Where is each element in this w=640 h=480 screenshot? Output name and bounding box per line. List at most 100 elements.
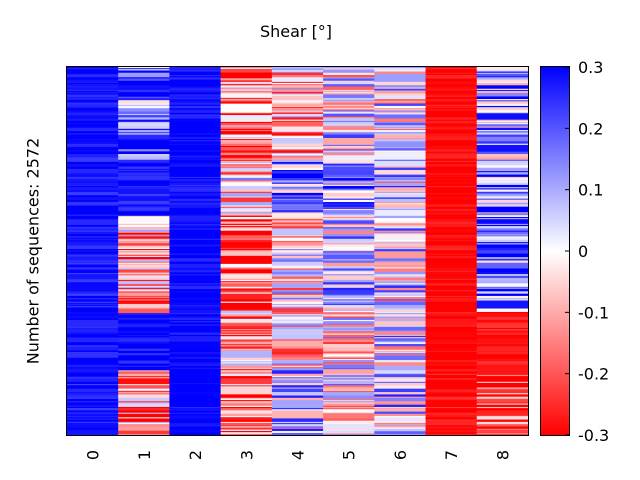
heatmap-cell (169, 112, 222, 115)
colorbar-ticks: 0.30.20.10-0.1-0.2-0.3 (565, 58, 609, 445)
heatmap-cell (220, 289, 273, 291)
heatmap-cell (323, 141, 375, 143)
heatmap-cell (476, 360, 529, 362)
heatmap-cell (425, 295, 478, 298)
heatmap-cell (425, 214, 478, 217)
heatmap-cell (476, 102, 529, 105)
heatmap-cell (323, 387, 375, 390)
heatmap-cell (425, 85, 478, 87)
heatmap-cell (67, 207, 119, 210)
heatmap-cell (374, 89, 427, 92)
heatmap-cell (220, 194, 273, 196)
heatmap-cell (425, 145, 478, 148)
heatmap-cell (169, 389, 222, 392)
heatmap-cell (476, 356, 529, 359)
heatmap-cell (374, 179, 427, 181)
heatmap-cell (476, 258, 529, 260)
heatmap-cell (169, 182, 222, 185)
heatmap-cell (220, 425, 273, 427)
heatmap-cell (271, 357, 324, 360)
heatmap-cell (374, 377, 427, 379)
heatmap-cell (220, 170, 273, 172)
heatmap-cell (476, 229, 529, 232)
heatmap-cell (169, 153, 222, 156)
heatmap-cell (476, 295, 529, 298)
heatmap-cell (271, 291, 324, 293)
heatmap-cell (374, 236, 427, 238)
heatmap-cell (374, 163, 427, 165)
heatmap-cell (220, 167, 273, 170)
heatmap-cell (374, 200, 427, 203)
heatmap-cell (118, 398, 171, 401)
heatmap-cell (169, 418, 222, 420)
heatmap-cell (323, 297, 375, 299)
heatmap-cell (169, 139, 222, 141)
heatmap-cell (169, 299, 222, 301)
heatmap-cell (118, 395, 171, 398)
heatmap-cell (220, 335, 273, 338)
heatmap-cell (425, 239, 478, 242)
heatmap-cell (323, 249, 375, 251)
heatmap-cell (374, 362, 427, 364)
heatmap-cell (67, 293, 119, 296)
heatmap-cell (169, 206, 222, 209)
heatmap-cell (425, 354, 478, 356)
heatmap-cell (476, 113, 529, 116)
heatmap-cell (271, 365, 324, 368)
heatmap-cell (374, 81, 427, 84)
heatmap-cell (271, 104, 324, 107)
heatmap-cell (476, 197, 529, 200)
heatmap-cell (118, 293, 171, 296)
heatmap-cell (169, 325, 222, 328)
heatmap-cell (67, 384, 119, 386)
heatmap-cell (476, 132, 529, 134)
heatmap-cell (220, 230, 273, 233)
heatmap-cell (425, 326, 478, 329)
heatmap-cell (220, 197, 273, 200)
heatmap-cell (220, 338, 273, 340)
heatmap-cell (67, 73, 119, 76)
heatmap-cell (374, 265, 427, 267)
heatmap-cell (374, 235, 427, 237)
heatmap-cell (67, 139, 119, 141)
heatmap-cell (118, 283, 171, 285)
heatmap-cell (425, 191, 478, 194)
heatmap-cell (374, 331, 427, 333)
heatmap-cell (220, 362, 273, 364)
heatmap-cell (67, 421, 119, 424)
heatmap-cell (67, 83, 119, 85)
heatmap-cell (118, 255, 171, 258)
heatmap-cell (271, 136, 324, 139)
heatmap-cell (67, 319, 119, 322)
heatmap-cell (220, 136, 273, 139)
heatmap-cell (374, 91, 427, 93)
heatmap-cell (374, 430, 427, 433)
heatmap-cell (271, 171, 324, 173)
heatmap-cell (118, 68, 171, 70)
heatmap-cell (323, 156, 375, 158)
heatmap-cell (220, 187, 273, 189)
heatmap-cell (271, 370, 324, 372)
heatmap-cell (169, 192, 222, 195)
heatmap-cell (476, 218, 529, 220)
heatmap-cell (220, 321, 273, 323)
heatmap-cell (374, 160, 427, 163)
heatmap-cell (425, 278, 478, 281)
heatmap-cell (118, 78, 171, 80)
heatmap-cell (476, 348, 529, 351)
heatmap-cell (118, 176, 171, 179)
heatmap-cell (220, 249, 273, 251)
heatmap-cell (271, 247, 324, 250)
heatmap-cell (118, 396, 171, 399)
heatmap-cell (220, 180, 273, 182)
heatmap-cell (374, 211, 427, 213)
heatmap-cell (67, 227, 119, 229)
heatmap-cell (220, 411, 273, 414)
heatmap-cell (323, 194, 375, 196)
heatmap-cell (67, 364, 119, 367)
heatmap-cell (220, 372, 273, 375)
heatmap-cell (323, 236, 375, 238)
heatmap-cell (374, 299, 427, 301)
heatmap-cell (271, 113, 324, 116)
heatmap-cell (118, 284, 171, 287)
